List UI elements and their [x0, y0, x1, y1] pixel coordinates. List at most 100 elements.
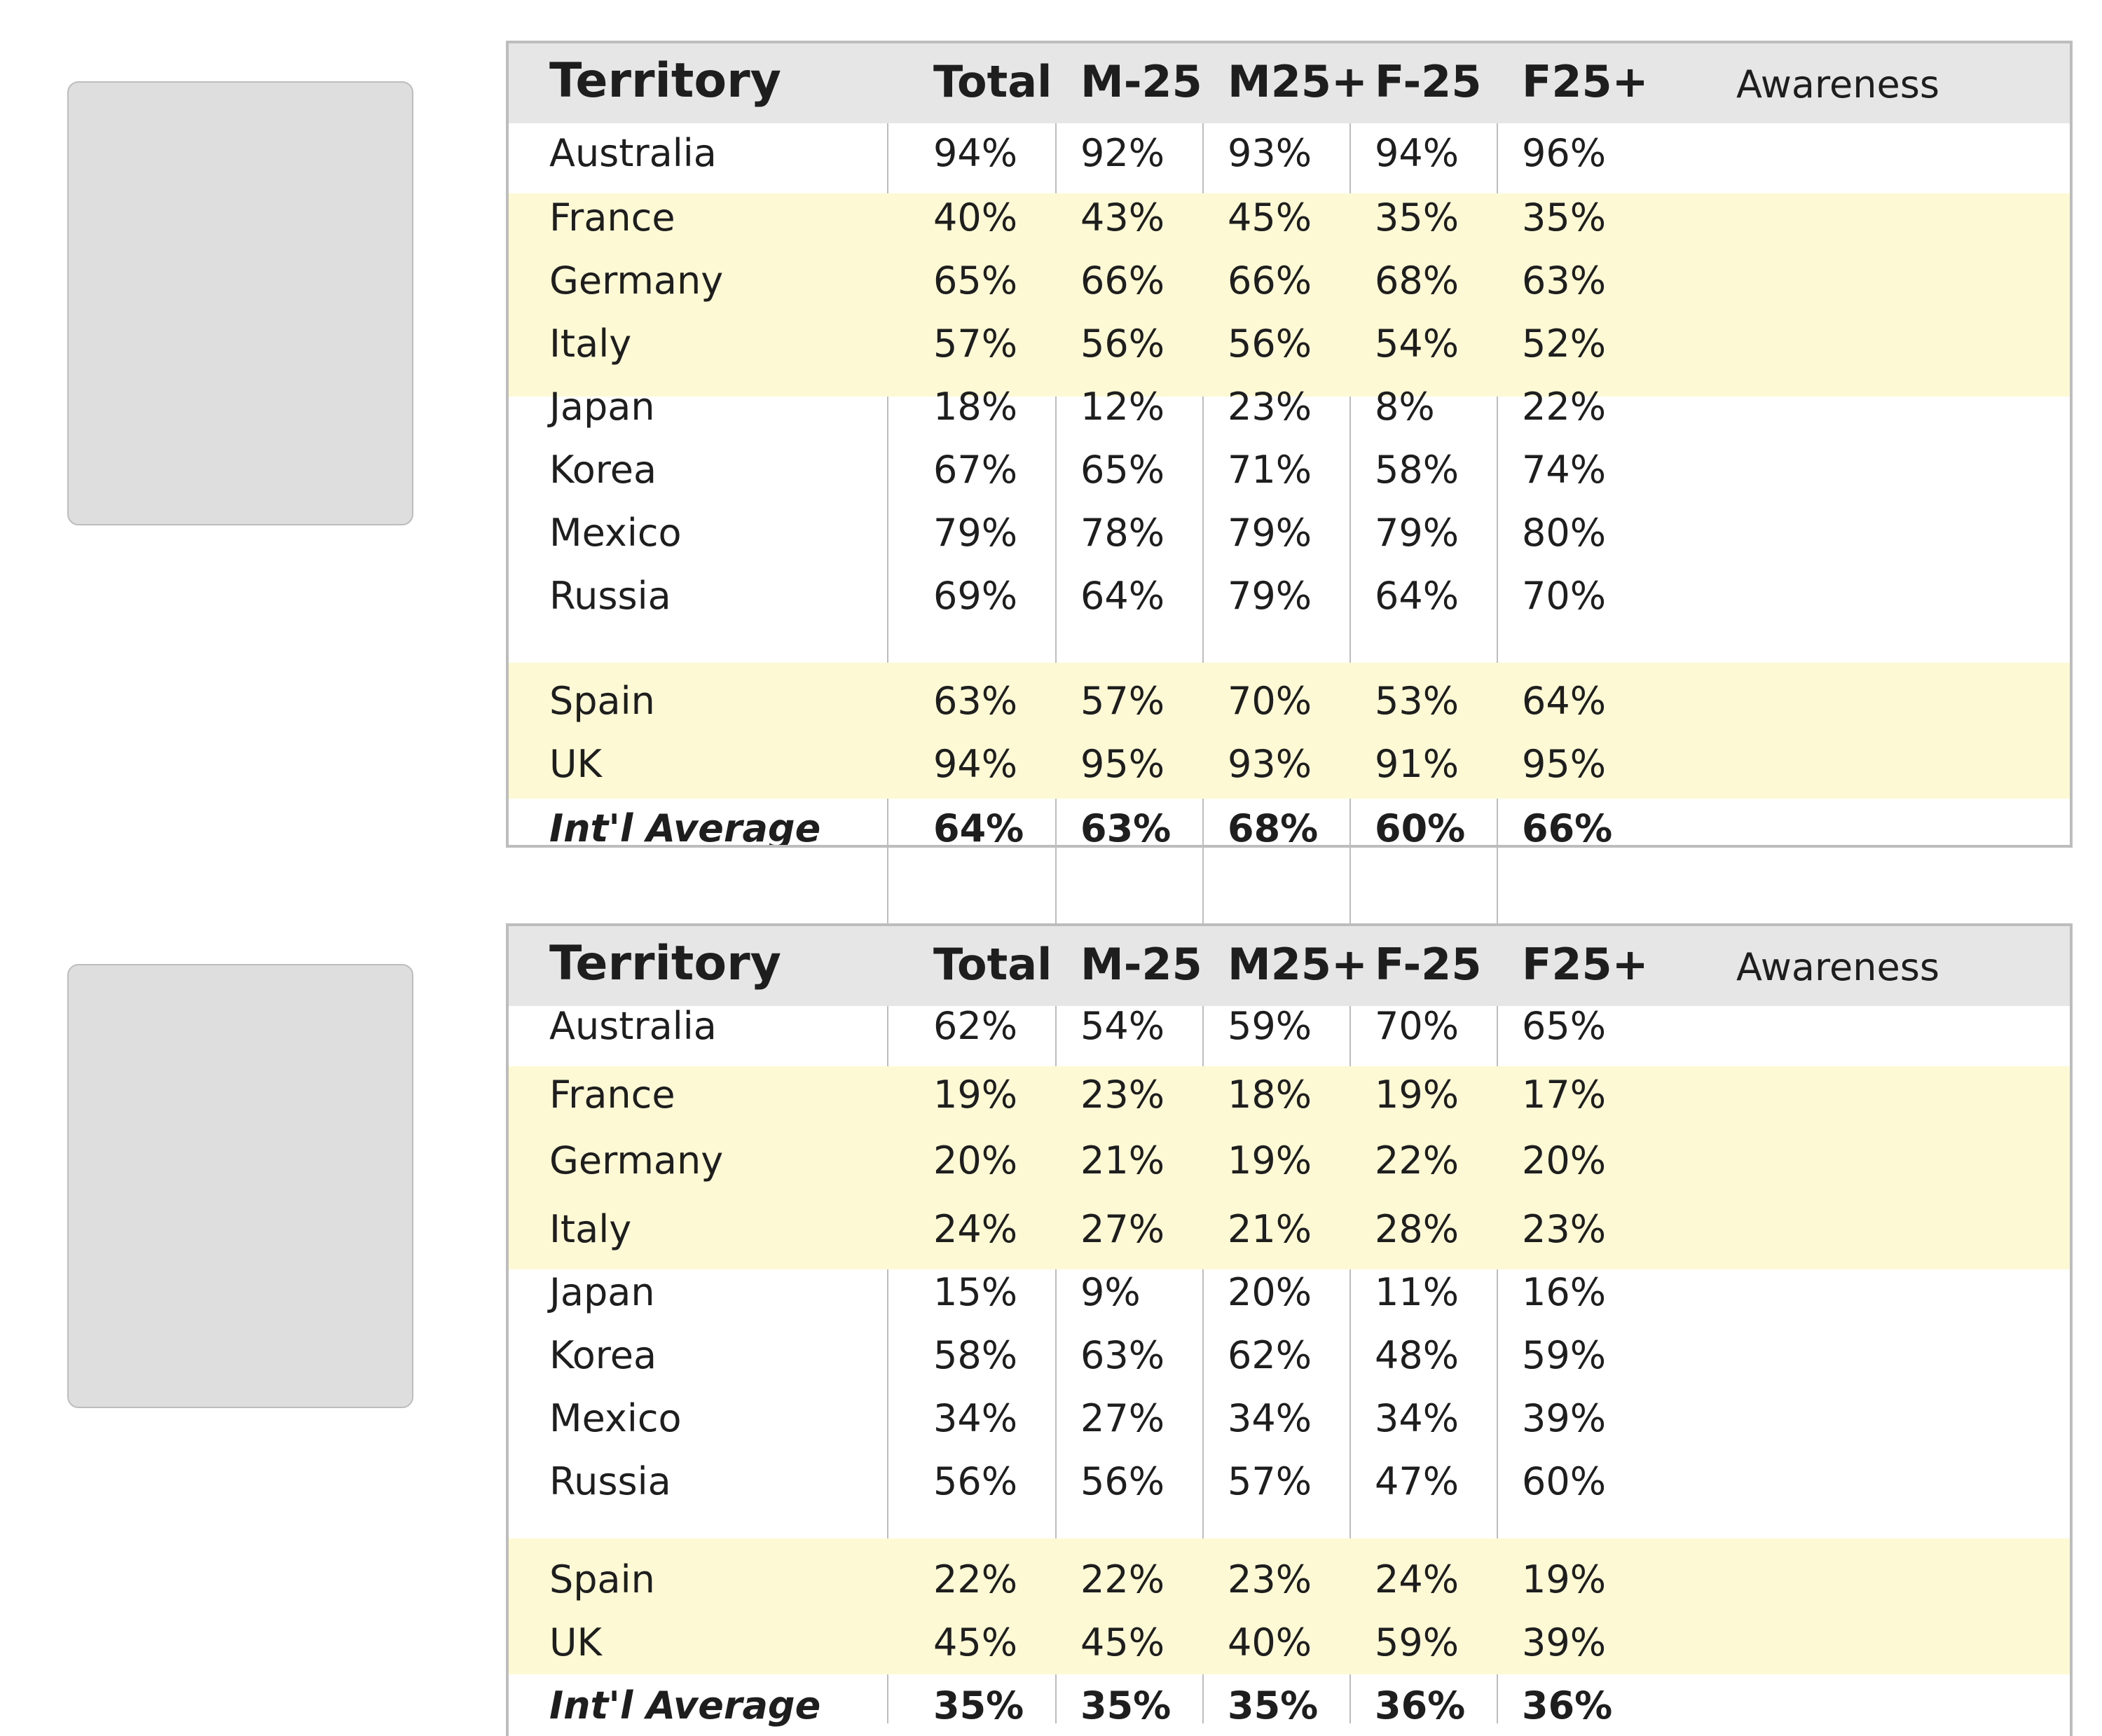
cell-m-25plus: 45% — [1228, 195, 1312, 240]
header-total: Total — [933, 56, 1052, 107]
cell-f-25plus: 74% — [1522, 448, 1607, 492]
highlight-band — [509, 663, 2070, 799]
cell-f-25plus: 65% — [1522, 1004, 1607, 1048]
cell-territory: Mexico — [549, 511, 682, 555]
cell-f-under25: 79% — [1375, 511, 1459, 555]
average-m-25plus: 35% — [1228, 1683, 1319, 1728]
cell-total: 18% — [933, 385, 1018, 429]
cell-f-under25: 28% — [1375, 1207, 1459, 1251]
cell-f-25plus: 39% — [1522, 1620, 1607, 1665]
cell-territory: Spain — [549, 679, 655, 723]
cell-m-under25: 23% — [1080, 1073, 1165, 1117]
header-f-under25: F-25 — [1375, 56, 1482, 107]
header-m-25plus: M25+ — [1228, 56, 1368, 107]
cell-f-25plus: 19% — [1522, 1557, 1607, 1601]
column-divider — [1349, 41, 1351, 1723]
column-divider — [1497, 41, 1498, 1723]
cell-f-under25: 94% — [1375, 131, 1459, 175]
cell-m-25plus: 57% — [1228, 1459, 1312, 1503]
cell-f-25plus: 59% — [1522, 1333, 1607, 1377]
cell-m-25plus: 34% — [1228, 1396, 1312, 1440]
cell-territory: UK — [549, 742, 602, 786]
cell-f-under25: 47% — [1375, 1459, 1459, 1503]
cell-total: 62% — [933, 1004, 1018, 1048]
header-territory: Territory — [549, 53, 781, 109]
awareness-table-1: Territory Total M-25 M25+ F-25 F25+ Awar… — [506, 41, 2073, 848]
cell-total: 24% — [933, 1207, 1018, 1251]
cell-m-25plus: 62% — [1228, 1333, 1312, 1377]
header-m-under25: M-25 — [1080, 939, 1202, 990]
cell-f-25plus: 16% — [1522, 1270, 1607, 1314]
cell-m-under25: 43% — [1080, 195, 1165, 240]
cell-f-under25: 54% — [1375, 322, 1459, 366]
cell-total: 19% — [933, 1073, 1018, 1117]
average-label: Int'l Average — [549, 806, 821, 848]
cell-f-under25: 70% — [1375, 1004, 1459, 1048]
cell-m-under25: 95% — [1080, 742, 1165, 786]
cell-territory: Italy — [549, 322, 632, 366]
cell-m-25plus: 20% — [1228, 1270, 1312, 1314]
cell-territory: Australia — [549, 131, 717, 175]
cell-m-25plus: 71% — [1228, 448, 1312, 492]
cell-f-under25: 11% — [1375, 1270, 1459, 1314]
cell-territory: Russia — [549, 1459, 671, 1503]
average-label: Int'l Average — [549, 1683, 821, 1728]
cell-territory: Germany — [549, 1138, 724, 1183]
cell-m-under25: 56% — [1080, 1459, 1165, 1503]
cell-territory: Australia — [549, 1004, 717, 1048]
cell-m-under25: 78% — [1080, 511, 1165, 555]
average-total: 64% — [933, 806, 1024, 848]
cell-f-under25: 35% — [1375, 195, 1459, 240]
average-total: 35% — [933, 1683, 1024, 1728]
cell-f-under25: 64% — [1375, 574, 1459, 618]
cell-territory: Korea — [549, 448, 657, 492]
cell-f-under25: 59% — [1375, 1620, 1459, 1665]
cell-f-25plus: 35% — [1522, 195, 1607, 240]
cell-m-under25: 64% — [1080, 574, 1165, 618]
cell-f-25plus: 70% — [1522, 574, 1607, 618]
thumbnail-placeholder — [67, 81, 413, 525]
cell-m-25plus: 23% — [1228, 385, 1312, 429]
cell-m-25plus: 70% — [1228, 679, 1312, 723]
cell-territory: UK — [549, 1620, 602, 1665]
cell-m-25plus: 18% — [1228, 1073, 1312, 1117]
cell-total: 22% — [933, 1557, 1018, 1601]
column-divider — [1202, 41, 1204, 1723]
cell-total: 57% — [933, 322, 1018, 366]
highlight-band — [509, 1066, 2070, 1269]
cell-f-under25: 22% — [1375, 1138, 1459, 1183]
cell-f-25plus: 22% — [1522, 385, 1607, 429]
cell-m-under25: 12% — [1080, 385, 1165, 429]
average-m-under25: 35% — [1080, 1683, 1172, 1728]
average-f-25plus: 66% — [1522, 806, 1613, 848]
cell-territory: Russia — [549, 574, 671, 618]
column-divider — [887, 41, 888, 1723]
cell-m-25plus: 23% — [1228, 1557, 1312, 1601]
cell-total: 63% — [933, 679, 1018, 723]
average-f-under25: 60% — [1375, 806, 1466, 848]
cell-f-under25: 58% — [1375, 448, 1459, 492]
cell-f-25plus: 80% — [1522, 511, 1607, 555]
cell-total: 79% — [933, 511, 1018, 555]
awareness-table-2: Territory Total M-25 M25+ F-25 F25+ Awar… — [506, 923, 2073, 1736]
cell-territory: Spain — [549, 1557, 655, 1601]
cell-total: 58% — [933, 1333, 1018, 1377]
cell-f-25plus: 95% — [1522, 742, 1607, 786]
cell-total: 69% — [933, 574, 1018, 618]
cell-m-25plus: 19% — [1228, 1138, 1312, 1183]
cell-m-25plus: 79% — [1228, 511, 1312, 555]
cell-m-under25: 9% — [1080, 1270, 1141, 1314]
cell-m-25plus: 79% — [1228, 574, 1312, 618]
cell-territory: France — [549, 195, 675, 240]
average-f-25plus: 36% — [1522, 1683, 1613, 1728]
header-total: Total — [933, 939, 1052, 990]
cell-f-25plus: 60% — [1522, 1459, 1607, 1503]
cell-m-under25: 54% — [1080, 1004, 1165, 1048]
table-header-row — [509, 43, 2070, 123]
cell-total: 20% — [933, 1138, 1018, 1183]
cell-m-under25: 45% — [1080, 1620, 1165, 1665]
highlight-band — [509, 1538, 2070, 1674]
cell-m-under25: 66% — [1080, 259, 1165, 303]
cell-m-under25: 63% — [1080, 1333, 1165, 1377]
header-f-25plus: F25+ — [1522, 939, 1649, 990]
